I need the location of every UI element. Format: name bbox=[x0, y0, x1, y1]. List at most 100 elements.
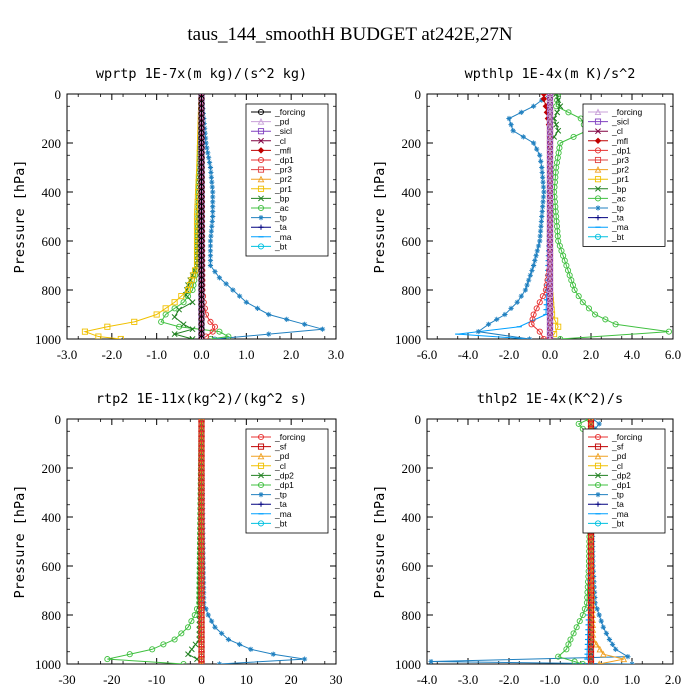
data-point bbox=[302, 656, 308, 662]
data-point bbox=[518, 109, 524, 115]
data-point bbox=[563, 646, 570, 653]
data-point bbox=[539, 164, 545, 171]
data-point bbox=[184, 624, 192, 631]
series-forcing bbox=[198, 94, 205, 339]
legend-marker bbox=[258, 472, 264, 479]
legend: _forcing_sf_pd_cl_dp2_dp1_tp_ta_ma_bt bbox=[582, 428, 666, 534]
data-point bbox=[606, 636, 613, 643]
data-point bbox=[529, 267, 535, 273]
y-tick-label: 1000 bbox=[395, 332, 421, 347]
data-point bbox=[81, 328, 88, 335]
chart-panel-3: rtp2 1E-11x(kg^2)/(kg^2 s) Pressure [hPa]… bbox=[12, 391, 343, 687]
data-point bbox=[575, 420, 582, 427]
legend-marker bbox=[595, 185, 601, 192]
data-point bbox=[153, 311, 160, 318]
data-point bbox=[567, 636, 574, 643]
data-point bbox=[665, 328, 672, 335]
data-point bbox=[209, 184, 215, 190]
legend-label: _dp2 bbox=[611, 470, 631, 480]
legend-marker bbox=[257, 108, 265, 116]
legend-label: _forcing bbox=[611, 432, 643, 442]
legend-marker bbox=[594, 195, 602, 202]
data-point bbox=[162, 305, 169, 312]
data-point bbox=[171, 299, 178, 306]
y-tick-label: 600 bbox=[42, 559, 62, 574]
data-point bbox=[216, 661, 223, 664]
data-point bbox=[526, 277, 532, 283]
legend-label: _mfl bbox=[274, 145, 291, 155]
legend-marker bbox=[258, 501, 264, 507]
legend-label: _tp bbox=[274, 213, 287, 223]
legend-label: _cl bbox=[274, 461, 286, 471]
legend-label: _pd bbox=[274, 117, 289, 127]
legend-marker bbox=[257, 462, 265, 469]
data-point bbox=[237, 641, 243, 647]
x-tick-label: 10 bbox=[240, 672, 253, 687]
x-tick-label: -2.0 bbox=[102, 347, 123, 362]
legend-label: _ta bbox=[274, 499, 287, 509]
x-tick-label: -20 bbox=[103, 672, 120, 687]
x-tick-label: 2.0 bbox=[583, 347, 599, 362]
data-point bbox=[540, 179, 546, 185]
legend-label: _ta bbox=[274, 222, 287, 232]
x-tick-label: 30 bbox=[330, 672, 343, 687]
data-point bbox=[581, 605, 588, 612]
data-point bbox=[571, 286, 578, 294]
data-point bbox=[184, 293, 192, 300]
data-point bbox=[207, 318, 214, 325]
data-point bbox=[219, 630, 225, 636]
x-tick-label: 1.0 bbox=[624, 672, 640, 687]
data-point bbox=[205, 612, 211, 618]
legend-marker bbox=[258, 215, 264, 221]
y-tick-label: 600 bbox=[402, 559, 422, 574]
legend-marker bbox=[594, 433, 602, 441]
data-point bbox=[171, 313, 178, 320]
data-point bbox=[539, 209, 545, 215]
data-point bbox=[204, 145, 210, 151]
data-point bbox=[539, 213, 545, 220]
legend-label: _pr1 bbox=[611, 174, 629, 184]
data-point bbox=[540, 174, 546, 180]
y-tick-label: 800 bbox=[402, 283, 422, 298]
data-point bbox=[612, 321, 619, 328]
y-tick-label: 200 bbox=[42, 461, 62, 476]
data-point bbox=[216, 328, 223, 335]
data-point bbox=[538, 218, 544, 224]
data-point bbox=[210, 189, 216, 195]
series-line bbox=[457, 94, 551, 339]
data-point bbox=[180, 660, 187, 664]
x-tick-label: 6.0 bbox=[665, 347, 681, 362]
data-point bbox=[613, 646, 619, 652]
y-tick-label: 0 bbox=[415, 412, 422, 427]
data-point bbox=[208, 228, 214, 234]
legend-label: _pr3 bbox=[611, 155, 629, 165]
figure-title: taus_144_smoothH BUDGET at242E,27N bbox=[187, 24, 513, 45]
panel-title: wpthlp 1E-4x(m K)/s^2 bbox=[465, 66, 636, 82]
y-tick-label: 600 bbox=[402, 234, 422, 249]
legend-marker bbox=[257, 117, 265, 125]
y-tick-label: 800 bbox=[42, 283, 62, 298]
y-tick-label: 200 bbox=[402, 461, 422, 476]
data-point bbox=[553, 103, 560, 110]
legend-label: _forcing bbox=[274, 432, 306, 442]
legend-marker bbox=[594, 137, 602, 145]
legend-label: _sf bbox=[611, 442, 624, 452]
data-point bbox=[598, 618, 604, 624]
data-point bbox=[205, 150, 211, 156]
legend-label: _bt bbox=[274, 518, 287, 528]
legend-label: _dp1 bbox=[274, 155, 294, 165]
legend-label: _bt bbox=[274, 241, 287, 251]
data-point bbox=[178, 293, 185, 300]
legend-label: _bp bbox=[611, 184, 626, 194]
x-tick-label: -4.0 bbox=[458, 347, 479, 362]
data-point bbox=[266, 311, 272, 318]
x-tick-label: 4.0 bbox=[624, 347, 640, 362]
data-point bbox=[576, 618, 583, 625]
plot-area bbox=[104, 419, 308, 664]
data-point bbox=[212, 269, 218, 275]
data-point bbox=[585, 305, 593, 312]
x-tick-label: 2.0 bbox=[283, 347, 299, 362]
data-point bbox=[579, 299, 586, 306]
data-point bbox=[508, 122, 514, 128]
panel-title: wprtp 1E-7x(m kg)/(s^2 kg) bbox=[96, 66, 307, 82]
